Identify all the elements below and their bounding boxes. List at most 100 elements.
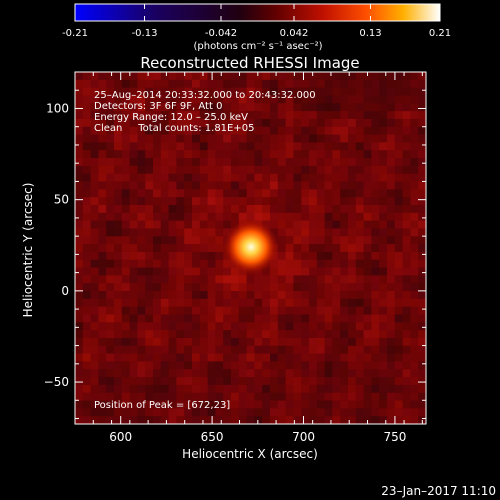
heatmap-cell xyxy=(340,220,349,230)
heatmap-cell xyxy=(277,95,287,104)
heatmap-cell xyxy=(145,236,154,245)
heatmap-cell xyxy=(168,126,177,136)
heatmap-cell xyxy=(223,400,232,409)
heatmap-cell xyxy=(215,150,224,159)
heatmap-cell xyxy=(129,345,138,355)
heatmap-cell xyxy=(402,87,411,97)
heatmap-cell xyxy=(98,291,107,300)
heatmap-cell xyxy=(301,275,310,284)
heatmap-cell xyxy=(277,204,287,214)
heatmap-cell xyxy=(394,259,404,269)
heatmap-cell xyxy=(394,322,404,331)
heatmap-cell xyxy=(277,197,287,206)
heatmap-cell xyxy=(82,259,92,269)
heatmap-cell xyxy=(262,361,271,370)
heatmap-cell xyxy=(340,259,349,269)
heatmap-cell xyxy=(176,353,185,363)
heatmap-cell xyxy=(184,259,193,269)
heatmap-cell xyxy=(153,204,162,214)
heatmap-cell xyxy=(332,95,341,104)
heatmap-cell xyxy=(285,173,294,183)
heatmap-cell xyxy=(192,197,201,206)
heatmap-cell xyxy=(348,353,357,363)
heatmap-cell xyxy=(231,275,240,284)
heatmap-cell xyxy=(145,267,154,276)
heatmap-cell xyxy=(348,384,357,394)
heatmap-cell xyxy=(277,291,287,300)
heatmap-cell xyxy=(238,408,248,417)
heatmap-cell xyxy=(293,314,302,323)
heatmap-cell xyxy=(137,103,146,112)
heatmap-cell xyxy=(324,408,333,417)
heatmap-cell xyxy=(215,259,224,269)
heatmap-cell xyxy=(82,95,92,104)
heatmap-cell xyxy=(348,322,357,331)
annotation-time-range: 25–Aug–2014 20:33:32.000 to 20:43:32.000 xyxy=(94,90,316,101)
heatmap-cell xyxy=(153,392,162,402)
colorbar-tick-label: -0.21 xyxy=(62,28,88,39)
heatmap-cell xyxy=(285,384,294,394)
heatmap-cell xyxy=(301,118,310,128)
heatmap-cell xyxy=(402,118,411,128)
heatmap-cell xyxy=(223,377,232,386)
heatmap-cell xyxy=(301,236,310,245)
heatmap-cell xyxy=(168,408,177,417)
heatmap-cell xyxy=(231,291,240,300)
heatmap-cell xyxy=(114,79,123,89)
heatmap-cell xyxy=(270,345,279,355)
heatmap-cell xyxy=(129,416,138,424)
heatmap-cell xyxy=(309,165,318,175)
heatmap-cell xyxy=(379,197,388,206)
heatmap-cell xyxy=(332,384,341,394)
heatmap-cell xyxy=(309,134,318,143)
heatmap-cell xyxy=(98,79,107,89)
heatmap-cell xyxy=(160,134,170,143)
heatmap-cell xyxy=(340,392,349,402)
heatmap-cell xyxy=(379,275,388,284)
heatmap-cell xyxy=(316,408,326,417)
heatmap-cell xyxy=(316,244,326,253)
heatmap-cell xyxy=(379,212,388,222)
heatmap-cell xyxy=(301,173,310,183)
heatmap-cell xyxy=(121,322,131,331)
heatmap-cell xyxy=(168,158,177,167)
colorbar xyxy=(74,3,441,22)
heatmap-cell xyxy=(82,267,92,276)
heatmap-cell xyxy=(355,416,365,424)
heatmap-cell xyxy=(223,330,232,339)
heatmap-cell xyxy=(348,103,357,112)
heatmap-cell xyxy=(121,72,131,81)
heatmap-cell xyxy=(153,345,162,355)
heatmap-cell xyxy=(145,283,154,292)
heatmap-cell xyxy=(355,377,365,386)
heatmap-cell xyxy=(168,267,177,276)
heatmap-cell xyxy=(371,275,380,284)
heatmap-cell xyxy=(129,189,138,198)
heatmap-cell xyxy=(371,306,380,316)
heatmap-cell xyxy=(192,384,201,394)
heatmap-cell xyxy=(254,298,263,308)
heatmap-cell xyxy=(309,244,318,253)
plot-frame xyxy=(74,71,427,425)
heatmap-cell xyxy=(137,87,146,97)
heatmap-cell xyxy=(192,181,201,190)
heatmap-cell xyxy=(277,400,287,409)
heatmap-cell xyxy=(223,126,232,136)
heatmap-cell xyxy=(285,118,294,128)
heatmap-cell xyxy=(223,259,232,269)
heatmap-cell xyxy=(340,369,349,378)
heatmap-cell xyxy=(363,283,372,292)
heatmap-cell xyxy=(340,283,349,292)
heatmap-cell xyxy=(207,275,216,284)
heatmap-cell xyxy=(137,228,146,237)
heatmap-cell xyxy=(192,345,201,355)
heatmap-cell xyxy=(90,220,99,230)
heatmap-cell xyxy=(301,189,310,198)
heatmap-cell xyxy=(207,353,216,363)
heatmap-cell xyxy=(114,142,123,151)
heatmap-cell xyxy=(324,212,333,222)
heatmap-cell xyxy=(254,345,263,355)
heatmap-cell xyxy=(363,79,372,89)
heatmap-cell xyxy=(277,369,287,378)
heatmap-cell xyxy=(270,197,279,206)
